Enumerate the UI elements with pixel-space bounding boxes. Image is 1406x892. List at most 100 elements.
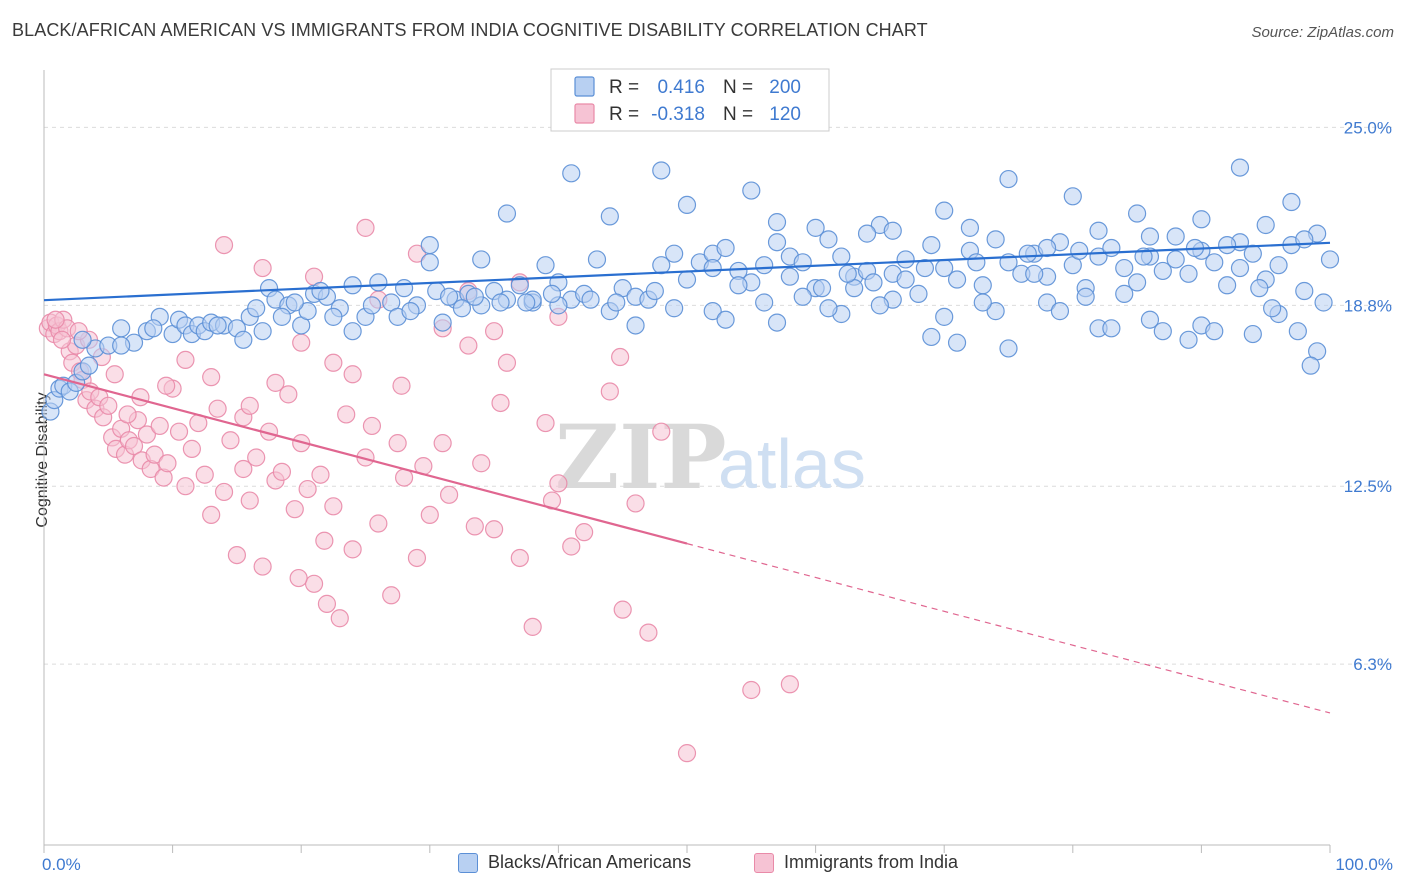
black-point-182 <box>1230 258 1250 278</box>
chart-title: BLACK/AFRICAN AMERICAN VS IMMIGRANTS FRO… <box>12 20 928 40</box>
black-point-186 <box>1301 356 1320 375</box>
watermark-atlas: atlas <box>718 425 866 503</box>
black-point-119 <box>1127 204 1147 223</box>
india-point-62 <box>382 586 401 605</box>
black-point-106 <box>1269 256 1288 275</box>
black-point-209 <box>915 258 935 278</box>
legend-box: R = 0.416 N = 200 R = -0.318 N = 120 <box>550 68 830 132</box>
black-point-25 <box>253 322 272 341</box>
black-point-146 <box>1037 293 1057 312</box>
black-point-192 <box>272 307 292 326</box>
india-point-46 <box>253 557 272 576</box>
black-point-177 <box>1102 319 1121 338</box>
black-point-104 <box>1243 244 1262 263</box>
india-point-74 <box>549 474 568 493</box>
black-point-145 <box>986 302 1005 321</box>
black-point-198 <box>439 287 459 306</box>
black-point-140 <box>703 302 722 321</box>
india-point-105 <box>52 330 72 349</box>
india-point-66 <box>433 434 452 453</box>
black-point-161 <box>626 316 645 335</box>
black-point-175 <box>1050 302 1070 321</box>
black-point-199 <box>452 299 472 318</box>
black-point-174 <box>1025 264 1044 283</box>
india-point-56 <box>317 594 337 613</box>
india-point-39 <box>208 399 227 418</box>
india-point-100 <box>118 405 137 424</box>
black-point-95 <box>1127 273 1147 292</box>
india-point-93 <box>266 373 285 392</box>
black-point-204 <box>729 276 748 295</box>
india-point-35 <box>182 439 201 458</box>
x-tick-label-1: 100.0% <box>1335 855 1393 874</box>
india-point-70 <box>497 353 517 372</box>
india-point-115 <box>575 523 594 542</box>
y-tick-label-0: 6.3% <box>1353 655 1392 674</box>
legend-n-label-1: N = <box>723 104 753 125</box>
black-point-133 <box>703 258 722 278</box>
legend-item-india[interactable]: Immigrants from India <box>754 852 958 873</box>
black-point-207 <box>838 264 857 283</box>
black-point-164 <box>755 293 774 312</box>
black-point-157 <box>465 287 484 306</box>
india-point-55 <box>311 465 330 484</box>
black-point-53 <box>587 250 607 269</box>
legend-swatch-blue <box>458 852 478 873</box>
india-point-51 <box>285 500 304 519</box>
watermark: ZIP atlas <box>555 405 866 509</box>
black-point-78 <box>909 284 928 303</box>
black-point-158 <box>491 293 510 312</box>
bottom-legend: Blacks/African Americans Immigrants from… <box>0 850 1406 880</box>
black-point-30 <box>298 302 317 321</box>
black-point-172 <box>973 293 992 312</box>
india-point-34 <box>176 477 195 496</box>
india-point-83 <box>214 235 234 255</box>
india-point-120 <box>392 376 411 395</box>
black-point-96 <box>1140 227 1160 246</box>
india-point-77 <box>626 494 645 513</box>
black-point-123 <box>497 204 517 223</box>
black-point-49 <box>536 256 555 275</box>
india-point-111 <box>439 485 459 504</box>
black-point-129 <box>1166 227 1185 246</box>
black-point-183 <box>1250 279 1269 298</box>
legend-r-label-1: R = <box>609 104 639 125</box>
legend-r-value-1: -0.318 <box>651 104 705 125</box>
legend-swatch-0 <box>574 76 595 97</box>
india-point-101 <box>105 365 124 384</box>
black-point-113 <box>677 195 697 215</box>
india-point-116 <box>600 382 619 401</box>
black-point-102 <box>1218 276 1237 295</box>
india-point-69 <box>485 520 504 539</box>
black-point-193 <box>285 293 304 312</box>
india-point-97 <box>176 350 195 370</box>
black-point-190 <box>208 316 227 335</box>
india-point-38 <box>202 505 221 525</box>
india-point-44 <box>240 491 259 510</box>
black-point-195 <box>324 307 343 326</box>
legend-n-value-0: 200 <box>769 77 801 98</box>
black-point-206 <box>812 279 832 298</box>
india-point-64 <box>407 548 427 568</box>
legend-item-blacks[interactable]: Blacks/African Americans <box>458 852 691 873</box>
black-point-173 <box>999 339 1018 358</box>
black-point-97 <box>1153 261 1172 281</box>
legend-swatch-1 <box>574 103 595 124</box>
black-point-98 <box>1166 250 1185 269</box>
black-points <box>41 158 1340 421</box>
black-point-122 <box>1282 192 1301 212</box>
black-point-135 <box>1037 238 1057 258</box>
black-point-23 <box>234 330 253 349</box>
india-point-42 <box>227 545 246 565</box>
black-point-169 <box>896 270 915 289</box>
black-point-117 <box>999 169 1018 189</box>
black-point-210 <box>967 253 986 272</box>
legend-swatch-pink <box>754 852 774 873</box>
india-point-107 <box>337 405 356 424</box>
black-point-165 <box>793 287 812 306</box>
black-point-130 <box>1256 215 1275 235</box>
source-label: Source: ZipAtlas.com <box>1251 24 1394 41</box>
black-point-69 <box>793 253 812 272</box>
india-point-124 <box>611 347 630 367</box>
